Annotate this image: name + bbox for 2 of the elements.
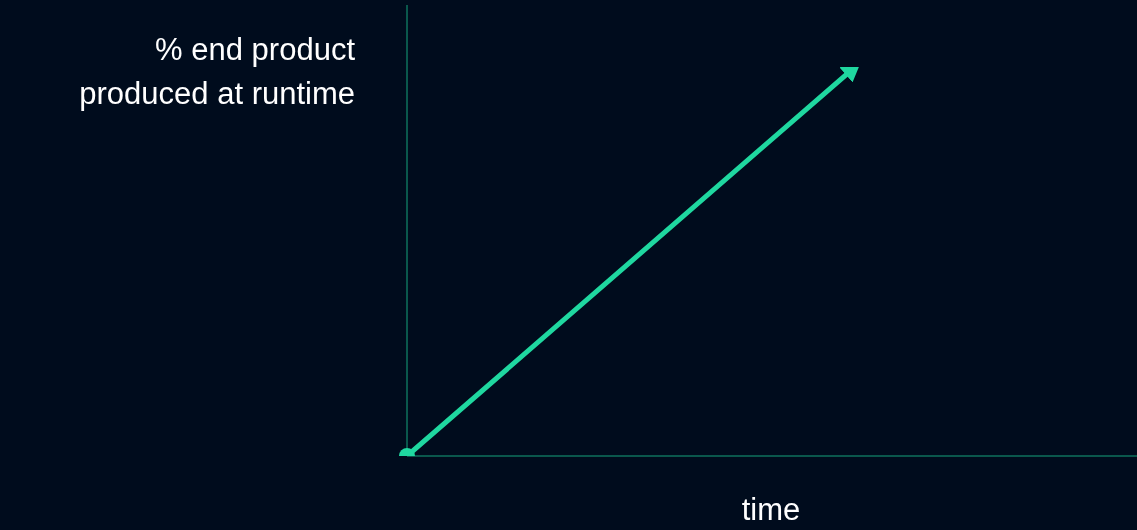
y-axis-title: % end product produced at runtime bbox=[79, 31, 355, 113]
x-axis-title: time bbox=[740, 492, 802, 528]
